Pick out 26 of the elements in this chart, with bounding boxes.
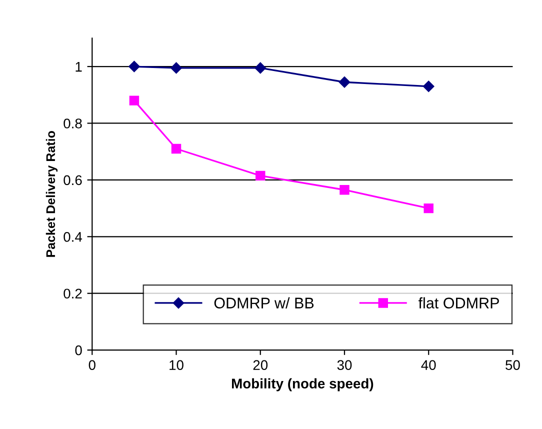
point [256, 170, 266, 181]
x-tick-label: 10 [170, 360, 184, 370]
point [129, 96, 140, 106]
legend-label: flat ODMRP [418, 297, 499, 308]
x-axis-title: Mobility (node speed) [232, 378, 374, 392]
legend-label: ODMRP w/ BB [214, 297, 314, 308]
x-tick-label: 20 [253, 360, 268, 370]
y-tick-label: 0.4 [64, 232, 82, 242]
point [171, 144, 182, 154]
point [170, 62, 182, 74]
point [423, 80, 434, 92]
x-tick-label: 30 [337, 360, 352, 370]
y-tick-label: 0.2 [64, 288, 82, 299]
point [128, 60, 140, 72]
point [340, 185, 350, 195]
y-tick-label: 0 [75, 345, 82, 356]
x-tick-label: 50 [506, 360, 520, 370]
y-tick-label: 1 [76, 62, 82, 72]
point [338, 76, 350, 88]
point [424, 203, 434, 214]
y-tick-label: 0.8 [64, 118, 82, 128]
y-axis-title: Packet Delivery Ratio [46, 131, 58, 257]
y-tick-label: 0.6 [64, 175, 82, 186]
x-tick-label: 40 [421, 360, 436, 370]
point [254, 62, 266, 74]
x-tick-label: 0 [88, 360, 96, 370]
